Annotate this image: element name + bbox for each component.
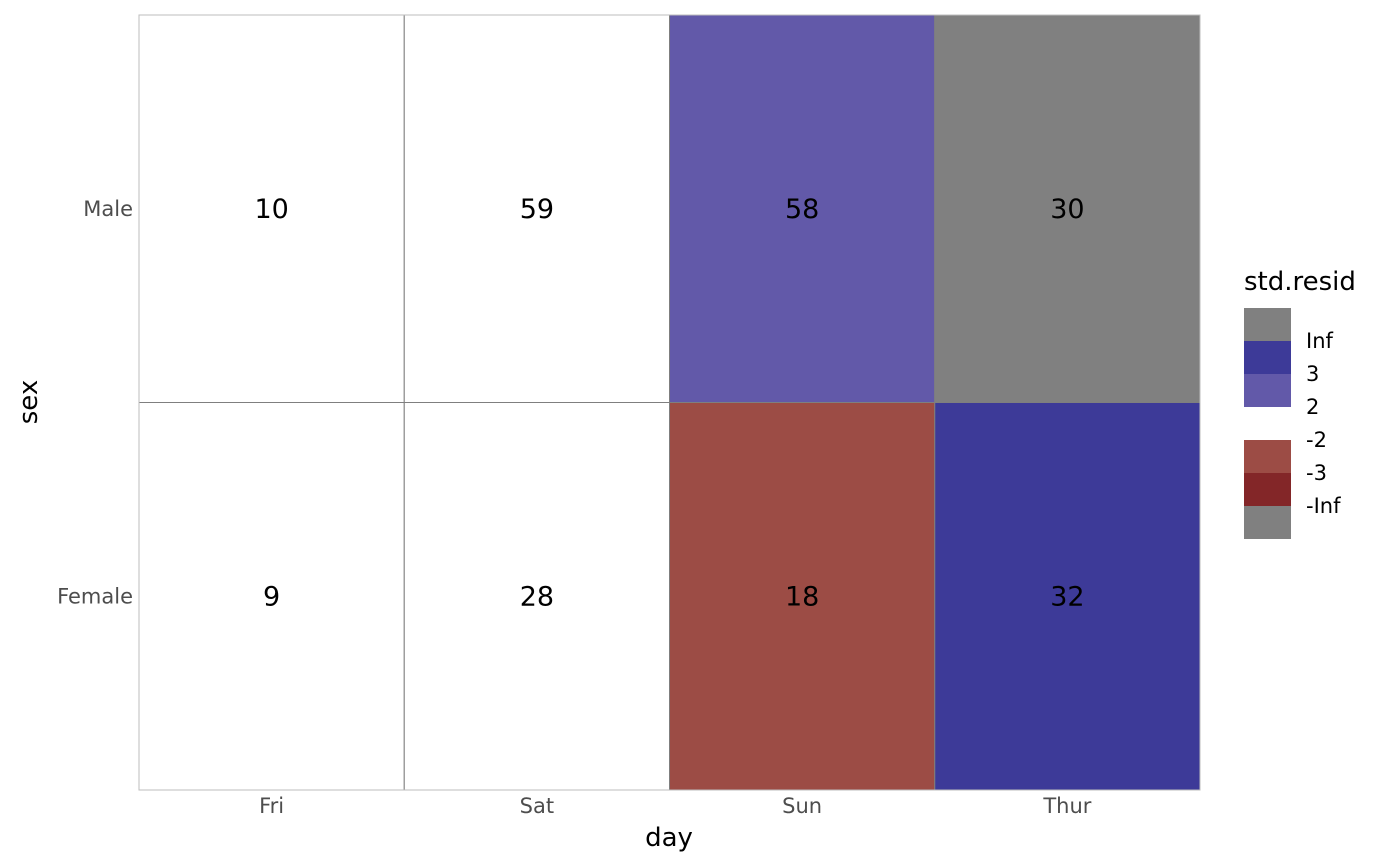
y-tick-female: Female (57, 584, 133, 608)
legend-labels: Inf 3 2 -2 -3 -Inf (1306, 329, 1341, 518)
cell-thur-female (934, 402, 1201, 791)
y-axis-ticks: Male Female (57, 197, 133, 609)
y-tick-male: Male (83, 197, 133, 221)
cell-label-fri-male: 10 (254, 194, 288, 225)
legend-title: std.resid (1244, 267, 1356, 297)
legend-key-5 (1244, 473, 1291, 506)
cell-sat-female (403, 402, 670, 791)
legend-label-3: -2 (1306, 428, 1327, 452)
cell-label-sat-female: 28 (520, 581, 554, 612)
x-tick-fri: Fri (259, 794, 284, 818)
legend-label-4: -3 (1306, 461, 1327, 485)
cell-sun-female (669, 402, 936, 791)
cell-fri-female (138, 402, 405, 791)
legend-key-0 (1244, 308, 1291, 341)
cells-layer: 10 59 58 30 9 28 18 32 (138, 14, 1201, 791)
legend-key-6 (1244, 506, 1291, 539)
cell-label-sat-male: 59 (520, 194, 554, 225)
panel-border (138, 14, 1201, 791)
cell-label-thur-male: 30 (1050, 194, 1084, 225)
legend-label-1: 3 (1306, 362, 1319, 386)
legend-label-0: Inf (1306, 329, 1334, 353)
x-axis-title: day (645, 823, 693, 853)
x-tick-thur: Thur (1042, 794, 1091, 818)
legend-label-2: 2 (1306, 395, 1319, 419)
cell-label-fri-female: 9 (263, 581, 280, 612)
legend-key-3 (1244, 407, 1291, 440)
cell-fri-male (138, 14, 405, 403)
x-tick-sun: Sun (782, 794, 822, 818)
legend-key-4 (1244, 440, 1291, 473)
y-axis-title: sex (14, 380, 44, 424)
legend-key-2 (1244, 374, 1291, 407)
legend: std.resid Inf 3 2 -2 -3 -Inf (1244, 267, 1356, 539)
cell-label-thur-female: 32 (1050, 581, 1084, 612)
legend-label-5: -Inf (1306, 494, 1341, 518)
legend-keys (1244, 308, 1291, 539)
cell-label-sun-female: 18 (785, 581, 819, 612)
legend-key-1 (1244, 341, 1291, 374)
x-tick-sat: Sat (520, 794, 554, 818)
cell-label-sun-male: 58 (785, 194, 819, 225)
cell-thur-male (934, 14, 1201, 403)
cell-sat-male (403, 14, 670, 403)
x-axis-ticks: Fri Sat Sun Thur (259, 794, 1092, 818)
